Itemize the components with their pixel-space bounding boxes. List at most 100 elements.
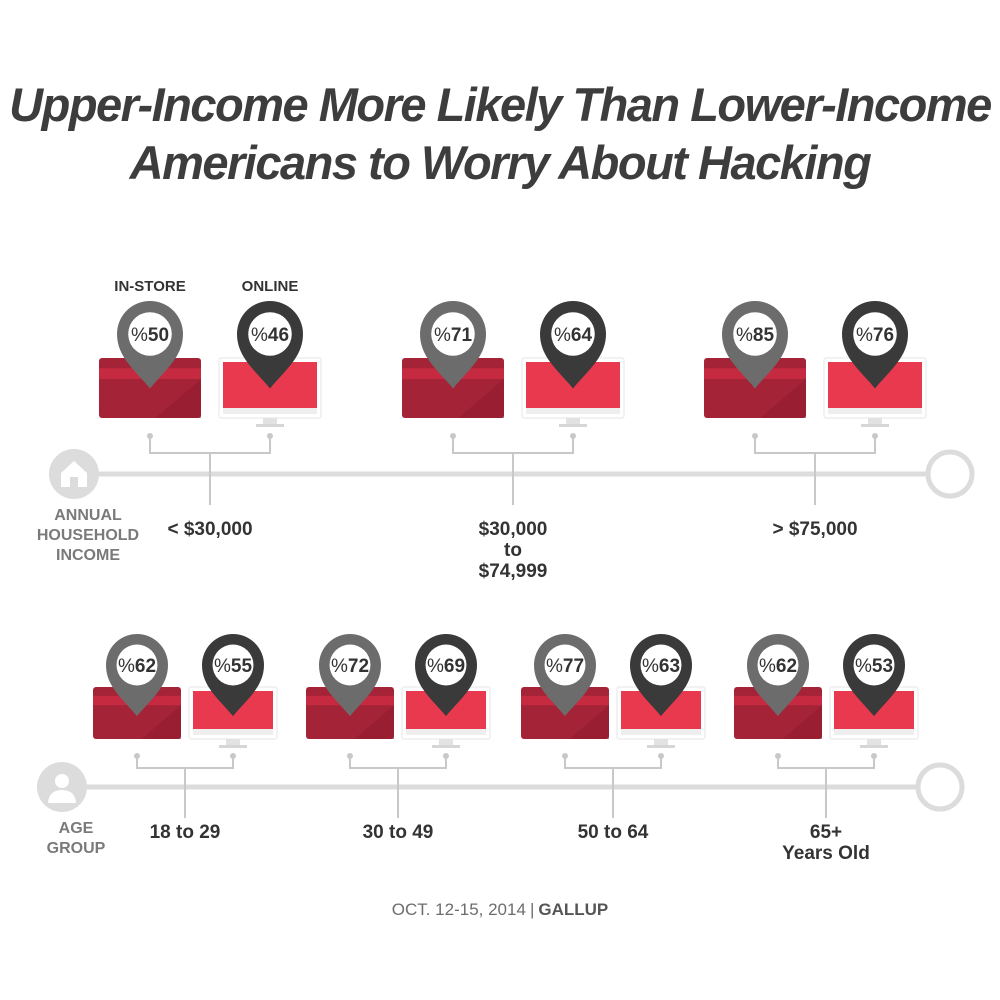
category-group: %62 %55 18 to 29 bbox=[93, 633, 278, 843]
category-group: %77 %63 50 to 64 bbox=[521, 634, 706, 843]
online-value-label: %53 bbox=[855, 656, 893, 677]
monitor-bezel bbox=[834, 729, 914, 735]
source-name: GALLUP bbox=[538, 900, 609, 919]
row-income: ANNUAL HOUSEHOLD INCOME %50 %46 < $30,000 %71%… bbox=[37, 278, 975, 582]
monitor-base bbox=[256, 424, 284, 427]
online-value-label: %76 bbox=[856, 325, 894, 346]
online-value-label: %64 bbox=[554, 325, 592, 346]
monitor-bezel bbox=[621, 729, 701, 735]
pin-value-circle bbox=[116, 644, 158, 686]
group-label-line: HOUSEHOLD bbox=[37, 527, 139, 544]
chart-title-line-1: Upper-Income More Likely Than Lower-Inco… bbox=[9, 78, 992, 131]
monitor-base bbox=[647, 745, 675, 748]
chart-title: Upper-Income More Likely Than Lower-Inco… bbox=[0, 76, 1000, 192]
pin-value-circle bbox=[248, 312, 292, 356]
pin-value-circle bbox=[551, 312, 595, 356]
monitor-bezel bbox=[193, 729, 273, 735]
monitor-stand bbox=[263, 418, 277, 424]
instore-value-label: %72 bbox=[331, 656, 369, 677]
monitor-stand bbox=[226, 739, 240, 745]
connector-bracket bbox=[349, 756, 447, 769]
category-group: %72 %69 30 to 49 bbox=[306, 634, 491, 843]
legend-online: ONLINE bbox=[242, 278, 299, 295]
online-value-label: %69 bbox=[427, 656, 465, 677]
category-group: %50 %46 < $30,000 bbox=[99, 300, 322, 540]
instore-value-label: %85 bbox=[736, 325, 774, 346]
timeline-end-circle bbox=[925, 449, 975, 499]
monitor-base bbox=[219, 745, 247, 748]
card-shade bbox=[782, 705, 822, 739]
online-value-label: %46 bbox=[251, 325, 289, 346]
monitor-bezel bbox=[526, 408, 620, 414]
pin-value-circle bbox=[212, 644, 254, 686]
pin-value-circle bbox=[853, 312, 897, 356]
connector-bracket bbox=[149, 436, 271, 454]
category-label: 30 to 49 bbox=[363, 822, 434, 843]
monitor-stand bbox=[439, 739, 453, 745]
person-icon bbox=[55, 774, 69, 788]
card-shade bbox=[458, 379, 504, 418]
monitor-base bbox=[860, 745, 888, 748]
category-label: > $75,000 bbox=[772, 519, 857, 540]
group-label-line: AGE bbox=[59, 820, 94, 837]
group-label-line: ANNUAL bbox=[54, 507, 122, 524]
person-body bbox=[48, 790, 76, 803]
pin-value-circle bbox=[733, 312, 777, 356]
chart-title-line-2: Americans to Worry About Hacking bbox=[129, 136, 872, 189]
connector-bracket bbox=[777, 756, 875, 769]
monitor-base bbox=[432, 745, 460, 748]
category-label: Years Old bbox=[782, 843, 870, 864]
category-label: 18 to 29 bbox=[150, 822, 221, 843]
monitor-stand bbox=[868, 418, 882, 424]
pin-value-circle bbox=[544, 644, 586, 686]
category-group: %85 %76 > $75,000 bbox=[704, 301, 927, 540]
instore-value-label: %50 bbox=[131, 325, 169, 346]
online-value-label: %55 bbox=[214, 656, 252, 677]
instore-value-label: %71 bbox=[434, 325, 472, 346]
monitor-bezel bbox=[406, 729, 486, 735]
timeline-end-circle bbox=[915, 762, 965, 812]
pin-value-circle bbox=[425, 644, 467, 686]
monitor-stand bbox=[654, 739, 668, 745]
survey-date: OCT. 12-15, 2014 bbox=[391, 900, 526, 919]
pin-value-circle bbox=[853, 644, 895, 686]
category-label: to bbox=[504, 540, 522, 561]
monitor-bezel bbox=[223, 408, 317, 414]
category-label: 50 to 64 bbox=[578, 822, 649, 843]
card-shade bbox=[141, 705, 181, 739]
category-group: %62 %53 65+Years Old bbox=[734, 634, 919, 864]
monitor-base bbox=[559, 424, 587, 427]
card-shade bbox=[569, 705, 609, 739]
card-shade bbox=[354, 705, 394, 739]
monitor-stand bbox=[566, 418, 580, 424]
connector-bracket bbox=[564, 756, 662, 769]
source-footer: OCT. 12-15, 2014 | GALLUP bbox=[0, 900, 1000, 920]
pin-value-circle bbox=[640, 644, 682, 686]
category-label: $74,999 bbox=[479, 561, 548, 582]
instore-value-label: %77 bbox=[546, 656, 584, 677]
category-label: 65+ bbox=[810, 822, 842, 843]
row-age: AGE GROUP %62 %55 18 to 29 %72 %69 30 to 49 %77%… bbox=[37, 633, 965, 864]
monitor-stand bbox=[867, 739, 881, 745]
category-label: $30,000 bbox=[479, 519, 548, 540]
pin-value-circle bbox=[128, 312, 172, 356]
connector-bracket bbox=[754, 436, 876, 454]
footer-separator: | bbox=[529, 900, 535, 919]
monitor-base bbox=[861, 424, 889, 427]
category-label: < $30,000 bbox=[167, 519, 252, 540]
instore-value-label: %62 bbox=[118, 656, 156, 677]
connector-bracket bbox=[452, 436, 574, 454]
card-shade bbox=[155, 379, 201, 418]
group-label-line: GROUP bbox=[47, 840, 106, 857]
connector-bracket bbox=[136, 756, 234, 769]
group-label-line: INCOME bbox=[56, 547, 120, 564]
house-icon bbox=[61, 461, 87, 487]
card-shade bbox=[760, 379, 806, 418]
house-door bbox=[70, 477, 78, 487]
legend-instore: IN-STORE bbox=[114, 278, 185, 295]
online-value-label: %63 bbox=[642, 656, 680, 677]
pin-value-circle bbox=[431, 312, 475, 356]
monitor-bezel bbox=[828, 408, 922, 414]
